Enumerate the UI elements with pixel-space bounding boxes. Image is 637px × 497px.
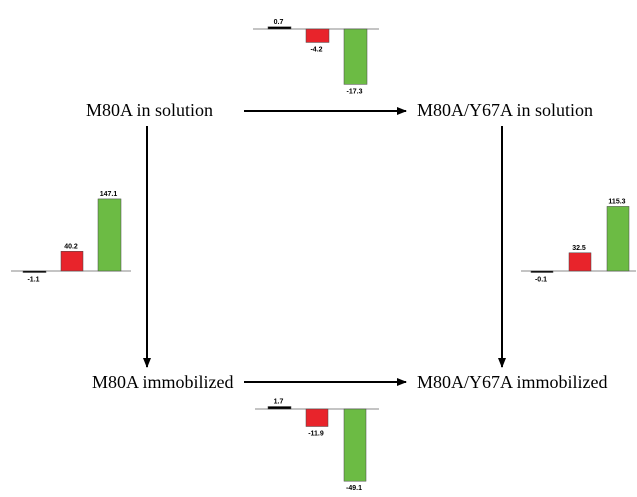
bar-chart-top: 0.7 -4.2 -17.3 [253,19,379,95]
bar-label-right-3: 115.3 [608,198,625,205]
bar-bottom-3 [343,408,367,482]
bar-label-left-1: -1.1 [27,277,39,284]
bar-label-top-3: -17.3 [347,88,363,95]
bar-right-2 [568,252,592,272]
bar-label-right-2: 32.5 [572,245,586,252]
bar-right-3 [606,206,630,272]
bar-chart-right: -0.1 32.5 115.3 [521,198,636,284]
bar-charts-layer: 0.7 -4.2 -17.3 -1.1 40.2 147.1 -0.1 32.5 115.3 1.… [11,19,636,492]
bar-left-2 [60,251,84,272]
bar-chart-bottom: 1.7 -11.9 -49.1 [255,399,379,492]
bar-label-top-2: -4.2 [310,46,322,53]
node-m80a-y67a-immobilized: M80A/Y67A immobilized [417,372,608,392]
bar-label-right-1: -0.1 [535,277,547,284]
bar-chart-left: -1.1 40.2 147.1 [11,191,131,284]
bar-label-top-1: 0.7 [274,19,284,26]
bar-left-3 [97,198,122,272]
bar-bottom-1 [267,406,292,410]
bar-left-1 [22,270,47,273]
bar-top-1 [267,26,292,30]
node-m80a-immobilized: M80A immobilized [92,372,234,392]
bar-label-bottom-1: 1.7 [274,399,284,406]
node-m80a-in-solution: M80A in solution [86,100,214,120]
bar-right-1 [530,270,554,273]
bar-top-3 [343,28,368,85]
bar-label-left-2: 40.2 [64,243,78,250]
bar-label-bottom-2: -11.9 [308,430,324,437]
bar-bottom-2 [305,408,329,427]
node-m80a-y67a-in-solution: M80A/Y67A in solution [417,100,594,120]
bar-label-bottom-3: -49.1 [346,485,362,492]
bar-label-left-3: 147.1 [100,191,118,198]
bar-top-2 [305,28,330,43]
